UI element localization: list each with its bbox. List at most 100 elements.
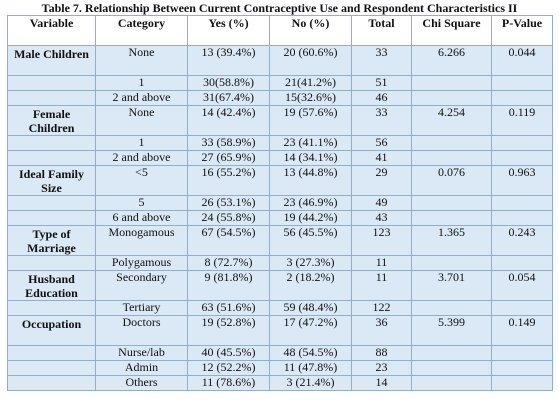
table-row: Occupation Doctors 19 (52.8%) 17 (47.2%) 36 5…: [7, 315, 553, 346]
category-cell: Others: [95, 375, 188, 391]
table-body: Male Children None 13 (39.4%) 20 (60.6%) 33 6…: [7, 45, 553, 391]
variable-cell: [7, 210, 96, 226]
chi-square-cell: [411, 150, 492, 166]
variable-cell: Type of Marriage: [7, 225, 96, 256]
table-row: Husband Education Secondary 9 (81.8%) 2 (18…: [7, 270, 553, 301]
category-cell: Nurse/lab: [95, 345, 188, 361]
category-cell: None: [95, 105, 188, 136]
no-cell: 48 (54.5%): [269, 345, 352, 361]
table-row: Ideal Family Size <5 16 (55.2%) 13 (44.8%) 2…: [7, 165, 553, 196]
p-value-cell: [491, 255, 553, 271]
category-cell: Polygamous: [95, 255, 188, 271]
p-value-cell: 0.149: [491, 315, 553, 346]
variable-cell: [7, 90, 96, 106]
column-header-no: No (%): [269, 15, 352, 46]
yes-cell: 33 (58.9%): [187, 135, 270, 151]
category-cell: None: [95, 45, 188, 76]
column-header-chi-square: Chi Square: [411, 15, 492, 46]
category-cell: 1: [95, 135, 188, 151]
p-value-cell: 0.044: [491, 45, 553, 76]
variable-cell: Male Children: [7, 45, 96, 76]
chi-square-cell: [411, 135, 492, 151]
table-row: Female Children None 14 (42.4%) 19 (57.6%) 3…: [7, 105, 553, 136]
variable-cell: Occupation: [7, 315, 96, 346]
category-cell: Doctors: [95, 315, 188, 346]
variable-cell: [7, 150, 96, 166]
chi-square-cell: 4.254: [411, 105, 492, 136]
category-cell: 5: [95, 195, 188, 211]
yes-cell: 19 (52.8%): [187, 315, 270, 346]
column-header-total: Total: [351, 15, 412, 46]
variable-cell: Husband Education: [7, 270, 96, 301]
variable-cell: Female Children: [7, 105, 96, 136]
total-cell: 123: [351, 225, 412, 256]
table-row: Male Children None 13 (39.4%) 20 (60.6%) 33 6…: [7, 45, 553, 76]
yes-cell: 26 (53.1%): [187, 195, 270, 211]
variable-cell: [7, 300, 96, 316]
no-cell: 23 (46.9%): [269, 195, 352, 211]
no-cell: 20 (60.6%): [269, 45, 352, 76]
table-row: Tertiary 63 (51.6%) 59 (48.4%) 122: [7, 300, 553, 316]
yes-cell: 63 (51.6%): [187, 300, 270, 316]
category-cell: 2 and above: [95, 150, 188, 166]
chi-square-cell: 1.365: [411, 225, 492, 256]
p-value-cell: [491, 195, 553, 211]
total-cell: 14: [351, 375, 412, 391]
chi-square-cell: [411, 375, 492, 391]
table-row: 1 30(58.8%) 21(41.2%) 51: [7, 75, 553, 91]
table-header-row: Variable Category Yes (%) No (%) Total C…: [7, 15, 553, 46]
chi-square-cell: [411, 75, 492, 91]
total-cell: 122: [351, 300, 412, 316]
no-cell: 3 (21.4%): [269, 375, 352, 391]
table-row: 5 26 (53.1%) 23 (46.9%) 49: [7, 195, 553, 211]
no-cell: 21(41.2%): [269, 75, 352, 91]
variable-cell: [7, 75, 96, 91]
chi-square-cell: [411, 195, 492, 211]
category-cell: Admin: [95, 360, 188, 376]
table-caption: Table 7. Relationship Between Current Co…: [41, 1, 518, 15]
table-row: 1 33 (58.9%) 23 (41.1%) 56: [7, 135, 553, 151]
chi-square-cell: 3.701: [411, 270, 492, 301]
variable-cell: [7, 195, 96, 211]
no-cell: 2 (18.2%): [269, 270, 352, 301]
variable-cell: [7, 255, 96, 271]
column-header-yes: Yes (%): [187, 15, 270, 46]
no-cell: 13 (44.8%): [269, 165, 352, 196]
category-cell: <5: [95, 165, 188, 196]
category-cell: 1: [95, 75, 188, 91]
variable-cell: [7, 135, 96, 151]
chi-square-cell: 0.076: [411, 165, 492, 196]
category-cell: 2 and above: [95, 90, 188, 106]
chi-square-cell: [411, 255, 492, 271]
chi-square-cell: 6.266: [411, 45, 492, 76]
total-cell: 56: [351, 135, 412, 151]
total-cell: 36: [351, 315, 412, 346]
category-cell: Tertiary: [95, 300, 188, 316]
chi-square-cell: [411, 300, 492, 316]
no-cell: 19 (57.6%): [269, 105, 352, 136]
p-value-cell: [491, 300, 553, 316]
yes-cell: 16 (55.2%): [187, 165, 270, 196]
yes-cell: 13 (39.4%): [187, 45, 270, 76]
no-cell: 3 (27.3%): [269, 255, 352, 271]
yes-cell: 40 (45.5%): [187, 345, 270, 361]
chi-square-cell: 5.399: [411, 315, 492, 346]
p-value-cell: 0.243: [491, 225, 553, 256]
total-cell: 11: [351, 255, 412, 271]
no-cell: 56 (45.5%): [269, 225, 352, 256]
no-cell: 11 (47.8%): [269, 360, 352, 376]
category-cell: 6 and above: [95, 210, 188, 226]
p-value-cell: [491, 90, 553, 106]
no-cell: 14 (34.1%): [269, 150, 352, 166]
total-cell: 33: [351, 105, 412, 136]
yes-cell: 31(67.4%): [187, 90, 270, 106]
p-value-cell: 0.963: [491, 165, 553, 196]
chi-square-cell: [411, 345, 492, 361]
category-cell: Secondary: [95, 270, 188, 301]
no-cell: 15(32.6%): [269, 90, 352, 106]
total-cell: 46: [351, 90, 412, 106]
table-row: Type of Marriage Monogamous 67 (54.5%) 56 (…: [7, 225, 553, 256]
chi-square-cell: [411, 360, 492, 376]
no-cell: 19 (44.2%): [269, 210, 352, 226]
